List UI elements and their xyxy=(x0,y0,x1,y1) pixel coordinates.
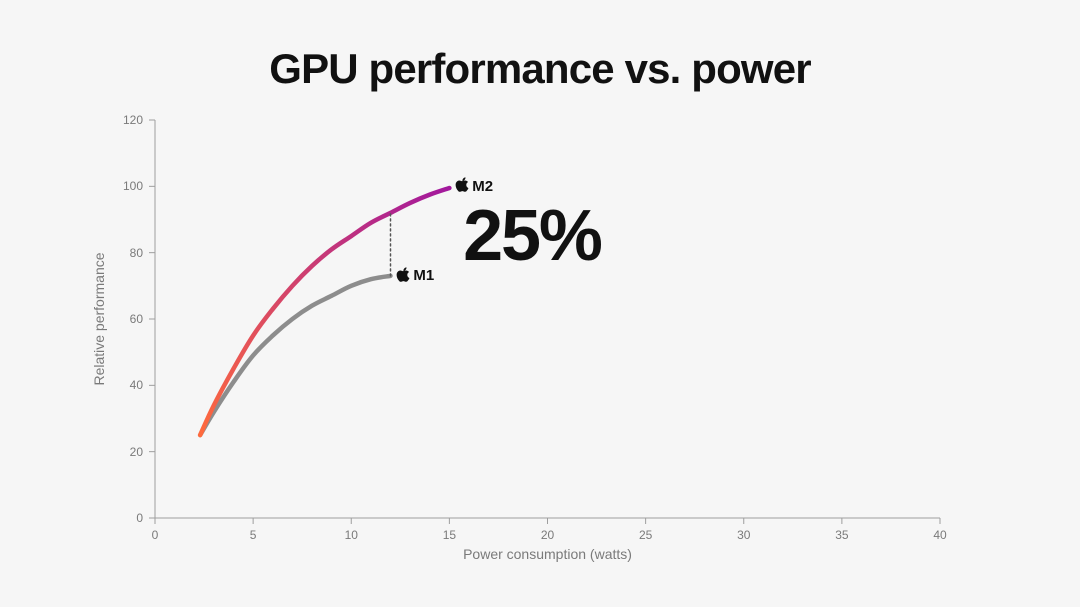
x-tick-label: 35 xyxy=(835,528,848,542)
y-tick-label: 0 xyxy=(136,511,143,525)
apple-logo-icon xyxy=(396,267,411,285)
apple-logo-icon xyxy=(455,177,470,195)
series-label-m2-text: M2 xyxy=(472,178,493,195)
chart-title: GPU performance vs. power xyxy=(0,45,1080,93)
series-label-m1: M1 xyxy=(396,267,434,285)
x-tick-label: 25 xyxy=(639,528,652,542)
y-tick-label: 20 xyxy=(130,445,143,459)
series-label-m1-text: M1 xyxy=(413,267,434,284)
y-tick-label: 40 xyxy=(130,378,143,392)
series-label-m2: M2 xyxy=(455,177,493,195)
x-tick-label: 10 xyxy=(345,528,358,542)
chart-stage: GPU performance vs. power 25% M2 M1 Rela… xyxy=(0,0,1080,607)
x-tick-label: 5 xyxy=(250,528,257,542)
y-tick-label: 100 xyxy=(123,179,143,193)
x-axis-label: Power consumption (watts) xyxy=(463,546,632,562)
y-tick-label: 60 xyxy=(130,312,143,326)
callout-percentage: 25% xyxy=(463,195,601,277)
y-tick-label: 120 xyxy=(123,113,143,127)
x-tick-label: 20 xyxy=(541,528,554,542)
series-line-m2 xyxy=(200,188,449,435)
y-axis-label: Relative performance xyxy=(91,252,107,385)
x-tick-label: 0 xyxy=(152,528,159,542)
x-tick-label: 15 xyxy=(443,528,456,542)
x-tick-label: 40 xyxy=(933,528,946,542)
y-tick-label: 80 xyxy=(130,246,143,260)
x-tick-label: 30 xyxy=(737,528,750,542)
series-line-m1 xyxy=(200,276,390,435)
